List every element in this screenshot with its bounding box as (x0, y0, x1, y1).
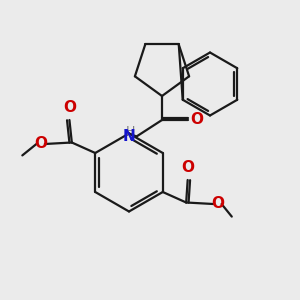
Text: O: O (181, 160, 194, 175)
Text: O: O (63, 100, 76, 116)
Text: O: O (34, 136, 47, 152)
Text: O: O (190, 112, 203, 128)
Text: H: H (126, 124, 135, 138)
Text: O: O (211, 196, 224, 211)
Text: N: N (123, 129, 135, 144)
